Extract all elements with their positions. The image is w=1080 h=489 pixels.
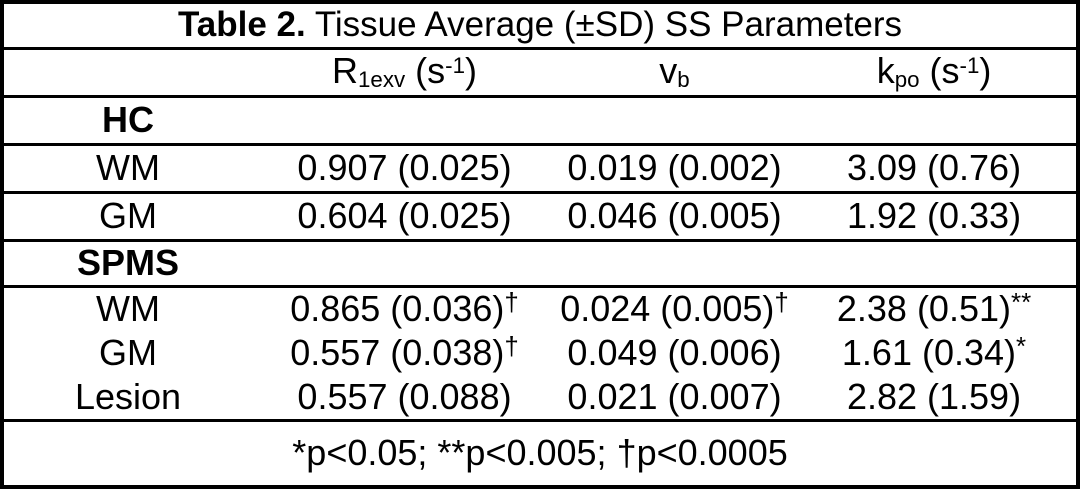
hc-empty-kpo <box>792 96 1079 146</box>
value-hc-wm-kpo: 3.09 (0.76) <box>846 147 1022 189</box>
cell-hc-wm-vb: 0.019 (0.002) <box>557 144 792 194</box>
row-hc-gm: GM 0.604 (0.025) 0.046 (0.005) 1.92 (0.3… <box>2 192 1079 242</box>
kpo-subscript: po <box>894 67 920 93</box>
title-row: Table 2. Tissue Average (±SD) SS Paramet… <box>2 2 1079 50</box>
value-spms-gm-vb: 0.049 (0.006) <box>567 332 782 374</box>
r1exv-unit-close: ) <box>464 50 477 92</box>
value-hc-wm-r1exv: 0.907 (0.025) <box>297 147 512 189</box>
asterisk-marker-spms-wm-kpo: ** <box>1011 289 1032 318</box>
col-header-r1exv: R1exv (s-1) <box>252 48 557 98</box>
row-label-spms-lesion: Lesion <box>2 375 252 422</box>
r1exv-unit-open: (s <box>405 50 446 92</box>
col-header-empty <box>2 48 252 98</box>
section-label-spms: SPMS <box>2 240 252 288</box>
cell-hc-wm-kpo: 3.09 (0.76) <box>792 144 1079 194</box>
dagger-marker-spms-wm-vb: † <box>774 289 789 318</box>
value-spms-gm-kpo: 1.61 (0.34) <box>841 332 1017 374</box>
value-spms-lesion-r1exv: 0.557 (0.088) <box>297 375 512 417</box>
row-spms-gm: GM 0.557 (0.038)† 0.049 (0.006) 1.61 (0.… <box>2 331 1078 375</box>
kpo-unit-exponent: -1 <box>959 53 980 79</box>
cell-spms-gm-r1exv: 0.557 (0.038)† <box>252 331 557 375</box>
table-title-text: Tissue Average (±SD) SS Parameters <box>305 4 903 44</box>
spms-empty-r1exv <box>252 240 557 288</box>
footnote-row: *p<0.05; **p<0.005; †p<0.0005 <box>2 420 1078 487</box>
column-header-row: R1exv (s-1) vb kpo (s-1) <box>2 48 1079 98</box>
hc-empty-r1exv <box>252 96 557 146</box>
kpo-symbol: k <box>876 50 895 92</box>
r1exv-symbol: R <box>332 50 358 92</box>
row-spms-lesion: Lesion 0.557 (0.088) 0.021 (0.007) 2.82 … <box>2 375 1079 422</box>
kpo-unit-open: (s <box>919 50 960 92</box>
kpo-unit-close: ) <box>979 50 992 92</box>
value-spms-lesion-kpo: 2.82 (1.59) <box>846 375 1022 417</box>
vb-symbol: v <box>659 50 678 92</box>
cell-hc-wm-r1exv: 0.907 (0.025) <box>252 144 557 194</box>
value-spms-lesion-vb: 0.021 (0.007) <box>567 375 782 417</box>
cell-spms-lesion-vb: 0.021 (0.007) <box>557 375 792 422</box>
section-label-hc: HC <box>2 96 252 146</box>
cell-spms-wm-r1exv: 0.865 (0.036)† <box>252 286 557 331</box>
section-row-hc: HC <box>2 96 1079 146</box>
value-spms-gm-r1exv: 0.557 (0.038) <box>290 332 505 374</box>
value-hc-gm-r1exv: 0.604 (0.025) <box>297 195 512 237</box>
spms-empty-kpo <box>792 240 1079 288</box>
dagger-marker-spms-wm-r1exv: † <box>504 289 519 318</box>
r1exv-subscript: 1exv <box>358 67 406 93</box>
value-spms-wm-kpo: 2.38 (0.51) <box>836 288 1011 330</box>
row-label-hc-wm: WM <box>2 144 252 194</box>
row-spms-wm: WM 0.865 (0.036)† 0.024 (0.005)† 2.38 (0… <box>2 286 1078 331</box>
cell-spms-gm-vb: 0.049 (0.006) <box>557 331 792 375</box>
cell-spms-gm-kpo: 1.61 (0.34)* <box>792 331 1078 375</box>
cell-spms-lesion-r1exv: 0.557 (0.088) <box>252 375 557 422</box>
asterisk-marker-spms-gm-kpo: * <box>1016 333 1027 362</box>
table-title-number: Table 2. <box>178 4 306 44</box>
col-header-kpo: kpo (s-1) <box>792 48 1079 98</box>
cell-hc-gm-kpo: 1.92 (0.33) <box>792 192 1079 242</box>
value-spms-wm-r1exv: 0.865 (0.036) <box>290 288 505 330</box>
cell-spms-wm-vb: 0.024 (0.005)† <box>557 286 792 331</box>
section-row-spms: SPMS <box>2 240 1079 288</box>
r1exv-unit-exponent: -1 <box>445 53 465 79</box>
value-hc-gm-vb: 0.046 (0.005) <box>567 195 782 237</box>
vb-subscript: b <box>677 67 690 93</box>
col-header-vb: vb <box>557 48 792 98</box>
value-spms-wm-vb: 0.024 (0.005) <box>560 288 775 330</box>
row-label-spms-gm: GM <box>99 332 157 374</box>
table-title: Table 2. Tissue Average (±SD) SS Paramet… <box>2 2 1079 50</box>
value-hc-gm-kpo: 1.92 (0.33) <box>846 195 1022 237</box>
row-label-hc-gm: GM <box>2 192 252 242</box>
dagger-marker-spms-gm-r1exv: † <box>504 333 519 362</box>
cell-hc-gm-r1exv: 0.604 (0.025) <box>252 192 557 242</box>
cell-hc-gm-vb: 0.046 (0.005) <box>557 192 792 242</box>
hc-empty-vb <box>557 96 792 146</box>
spms-empty-vb <box>557 240 792 288</box>
value-hc-wm-vb: 0.019 (0.002) <box>567 147 782 189</box>
row-hc-wm: WM 0.907 (0.025) 0.019 (0.002) 3.09 (0.7… <box>2 144 1079 194</box>
cell-spms-lesion-kpo: 2.82 (1.59) <box>792 375 1079 422</box>
row-label-spms-wm: WM <box>96 288 160 330</box>
footnote: *p<0.05; **p<0.005; †p<0.0005 <box>292 432 788 474</box>
cell-spms-wm-kpo: 2.38 (0.51)** <box>792 286 1078 331</box>
